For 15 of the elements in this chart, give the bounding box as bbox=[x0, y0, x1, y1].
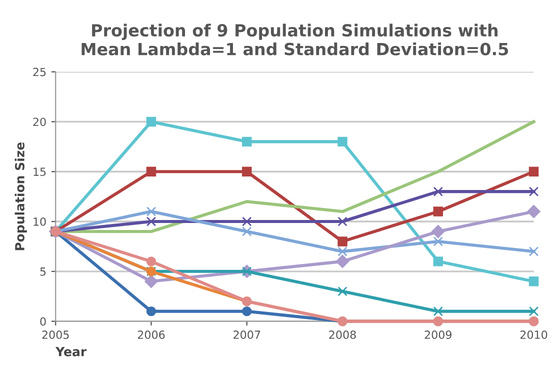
chart-title: Projection of 9 Population Simulations with Mean Lambda=1 and Standard Deviation=0.5 bbox=[82, 24, 508, 56]
y-tick-label: 25 bbox=[33, 68, 46, 76]
x-axis-title: Year bbox=[55, 347, 87, 356]
x-tick-label: 2007 bbox=[234, 330, 260, 339]
y-tick-label: 0 bbox=[40, 317, 46, 326]
x-tick-label: 2006 bbox=[138, 330, 165, 339]
y-tick-label: 10 bbox=[34, 217, 46, 226]
y-tick-label: 15 bbox=[34, 168, 46, 176]
y-tick-label: 20 bbox=[33, 118, 46, 126]
y-tick-label: 5 bbox=[40, 268, 46, 276]
x-tick-label: 2009 bbox=[424, 330, 452, 339]
x-tick-label: 2005 bbox=[42, 330, 69, 339]
y-axis-title: Population Size bbox=[14, 142, 27, 250]
x-tick-label: 2008 bbox=[329, 330, 356, 339]
x-tick-label: 2010 bbox=[520, 330, 548, 339]
